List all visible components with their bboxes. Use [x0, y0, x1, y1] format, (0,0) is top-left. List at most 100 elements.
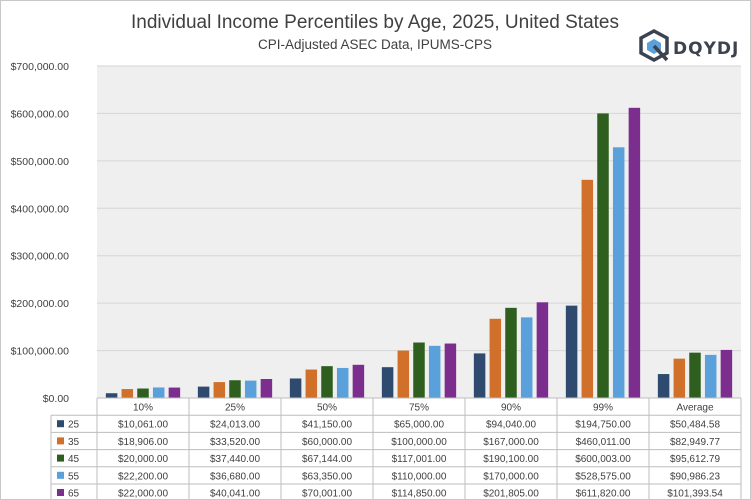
bar-age-65-1: [168, 387, 181, 398]
legend-swatch-25: [57, 420, 64, 428]
bar-age-25-6: [565, 305, 578, 398]
x-tick-label: 99%: [593, 403, 613, 414]
bar-age-25-5: [473, 353, 486, 398]
y-tick-label: $400,000.00: [11, 203, 70, 215]
x-tick-label: 10%: [133, 403, 153, 414]
legend-label-65: 65: [68, 489, 80, 500]
y-tick-label: $700,000.00: [11, 61, 70, 73]
data-label: $82,949.77: [670, 437, 720, 448]
data-label: $36,680.00: [210, 471, 260, 482]
bar-age-35-4: [397, 350, 410, 398]
legend-swatch-35: [57, 437, 64, 445]
data-label: $95,612.79: [670, 454, 720, 465]
dqydj-cube-logo-icon: [639, 29, 669, 62]
bar-age-45-5: [505, 307, 517, 398]
legend-swatch-55: [57, 471, 64, 479]
bar-age-45-7: [689, 352, 701, 398]
y-tick-label: $100,000.00: [11, 346, 70, 358]
bar-age-35-3: [305, 369, 318, 398]
bar-age-45-6: [597, 113, 609, 398]
legend-label-45: 45: [68, 454, 80, 465]
data-label: $101,393.54: [667, 489, 723, 500]
bar-age-35-6: [581, 179, 594, 398]
data-label: $460,011.00: [576, 437, 631, 448]
bar-age-25-3: [289, 378, 302, 398]
bar-age-55-7: [704, 354, 717, 398]
y-tick-label: $600,000.00: [11, 108, 70, 120]
data-label: $600,003.00: [575, 454, 631, 465]
bar-age-65-5: [536, 302, 549, 398]
bar-age-45-2: [229, 380, 241, 398]
bar-age-45-1: [137, 388, 149, 398]
y-tick-label: $500,000.00: [11, 156, 70, 168]
bar-age-35-2: [213, 382, 226, 398]
data-label: $110,000.00: [392, 471, 447, 482]
bar-age-55-6: [612, 147, 625, 398]
data-label: $65,000.00: [394, 420, 444, 431]
data-label: $117,001.00: [392, 454, 447, 465]
bar-age-25-2: [197, 386, 210, 398]
data-label: $201,805.00: [483, 489, 539, 500]
data-table: 10% 25% 50% 75% 90% 99% Average 25 $10,061.00 $24…: [50, 397, 742, 500]
legend-swatch-65: [57, 489, 64, 496]
bars: [105, 107, 733, 399]
data-label: $100,000.00: [391, 437, 447, 448]
bar-age-65-2: [260, 379, 273, 398]
data-label: $528,575.00: [575, 471, 631, 482]
data-label: $114,850.00: [392, 489, 447, 500]
data-label: $60,000.00: [302, 437, 352, 448]
y-tick-label: $200,000.00: [11, 298, 70, 310]
bar-age-35-1: [121, 389, 134, 398]
data-label: $40,041.00: [210, 489, 260, 500]
legend-label-55: 55: [68, 471, 80, 482]
y-tick-label: $0.00: [43, 393, 69, 405]
data-label: $37,440.00: [210, 454, 260, 465]
data-label: $170,000.00: [483, 471, 539, 482]
bar-age-55-3: [336, 367, 349, 398]
chart-subtitle: CPI-Adjusted ASEC Data, IPUMS-CPS: [258, 37, 492, 52]
x-tick-label: 90%: [501, 403, 521, 414]
bar-age-65-7: [720, 349, 733, 398]
data-label: $41,150.00: [302, 420, 352, 431]
bar-age-25-1: [105, 393, 118, 398]
data-label: $167,000.00: [483, 437, 539, 448]
logo-text: DQYDJ: [673, 39, 739, 59]
data-label: $63,350.00: [302, 471, 352, 482]
bar-age-55-2: [244, 380, 257, 398]
bar-age-55-5: [520, 317, 533, 398]
legend-label-25: 25: [68, 420, 80, 431]
data-label: $67,144.00: [302, 454, 352, 465]
bar-age-25-7: [657, 374, 670, 398]
legend-swatch-45: [57, 454, 64, 462]
x-tick-label: Average: [676, 403, 714, 414]
data-label: $10,061.00: [118, 420, 168, 431]
data-label: $22,200.00: [118, 471, 168, 482]
data-label: $50,484.58: [670, 420, 720, 431]
x-tick-label: 50%: [317, 403, 337, 414]
data-label: $194,750.00: [575, 420, 631, 431]
bar-age-65-4: [444, 343, 457, 398]
data-label: $90,986.23: [670, 471, 720, 482]
x-tick-label: 75%: [409, 403, 429, 414]
x-tick-label: 25%: [225, 403, 245, 414]
chart-title: Individual Income Percentiles by Age, 20…: [131, 12, 619, 33]
bar-age-45-4: [413, 342, 425, 398]
data-label: $611,820.00: [576, 489, 631, 500]
data-label: $24,013.00: [210, 420, 260, 431]
data-label: $33,520.00: [210, 437, 260, 448]
data-label: $20,000.00: [118, 454, 168, 465]
y-axis-ticks: $0.00 $100,000.00 $200,000.00 $300,000.00 $4…: [11, 61, 70, 405]
bar-age-55-1: [152, 387, 165, 398]
data-label: $70,001.00: [302, 489, 352, 500]
data-label: $22,000.00: [118, 489, 168, 500]
bar-age-25-4: [381, 367, 394, 398]
bar-age-35-7: [673, 358, 686, 398]
data-label: $190,100.00: [483, 454, 539, 465]
bar-age-45-3: [321, 366, 333, 398]
bar-age-55-4: [428, 345, 441, 398]
bar-age-65-3: [352, 364, 365, 398]
bar-age-35-5: [489, 318, 502, 398]
bar-age-65-6: [628, 107, 641, 399]
